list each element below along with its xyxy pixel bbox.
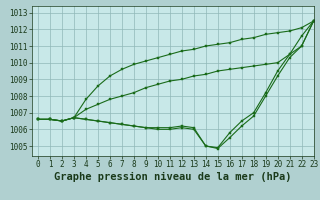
X-axis label: Graphe pression niveau de la mer (hPa): Graphe pression niveau de la mer (hPa) bbox=[54, 172, 292, 182]
